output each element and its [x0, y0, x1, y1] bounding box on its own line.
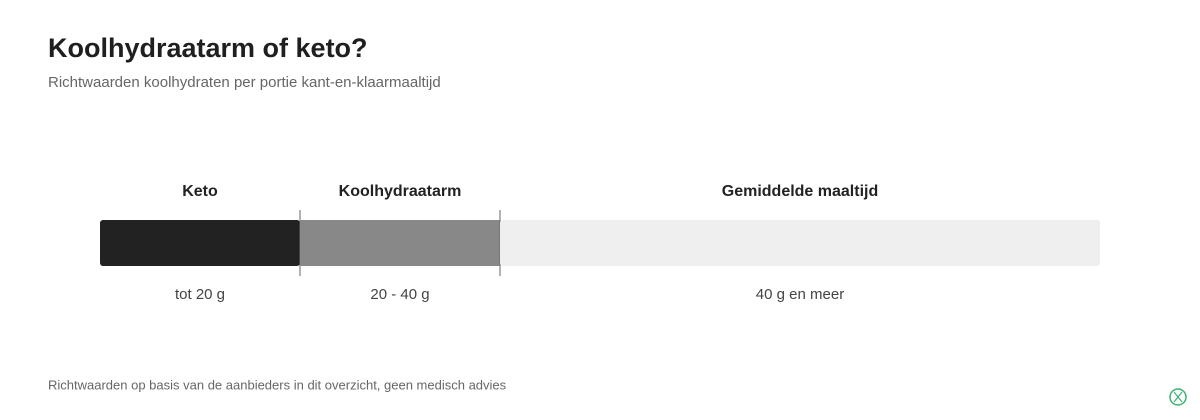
segment [500, 220, 1100, 266]
chart-subtitle: Richtwaarden koolhydraten per portie kan… [48, 74, 441, 91]
segment-label: Gemiddelde maaltijd [722, 183, 878, 200]
value-label: tot 20 g [175, 286, 225, 303]
logo-icon [1169, 388, 1187, 406]
segment-label: Koolhydraatarm [339, 183, 462, 200]
chart-title: Koolhydraatarm of keto? [48, 33, 368, 63]
segment [100, 220, 300, 266]
value-label: 40 g en meer [756, 286, 844, 303]
footnote: Richtwaarden op basis van de aanbieders … [48, 377, 507, 392]
segment [300, 220, 500, 266]
segment-label: Keto [182, 183, 218, 200]
value-label: 20 - 40 g [370, 286, 429, 303]
